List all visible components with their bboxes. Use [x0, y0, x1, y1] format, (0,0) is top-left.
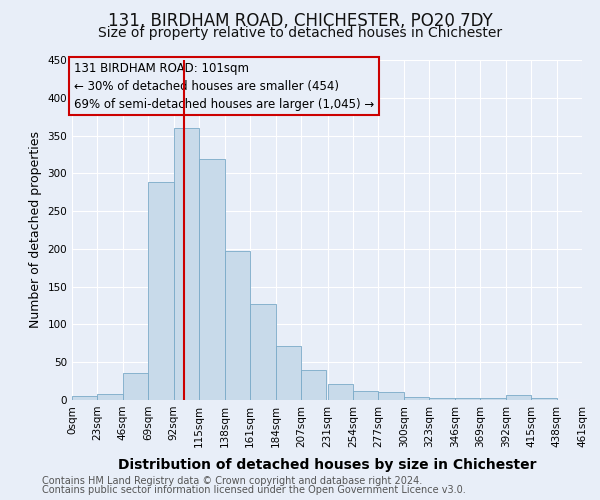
Bar — [148, 182, 174, 400]
Bar — [250, 304, 275, 400]
Bar — [404, 397, 430, 400]
Bar — [480, 398, 506, 400]
Bar — [123, 373, 148, 400]
Text: Contains public sector information licensed under the Open Government Licence v3: Contains public sector information licen… — [42, 485, 466, 495]
X-axis label: Distribution of detached houses by size in Chichester: Distribution of detached houses by size … — [118, 458, 536, 472]
Text: Contains HM Land Registry data © Crown copyright and database right 2024.: Contains HM Land Registry data © Crown c… — [42, 476, 422, 486]
Bar — [199, 159, 224, 400]
Bar — [224, 251, 250, 400]
Bar — [506, 396, 531, 400]
Bar — [455, 398, 480, 400]
Bar — [353, 391, 379, 400]
Bar — [275, 346, 301, 400]
Bar — [531, 398, 557, 400]
Bar — [379, 392, 404, 400]
Bar — [97, 394, 123, 400]
Bar — [328, 384, 353, 400]
Text: 131, BIRDHAM ROAD, CHICHESTER, PO20 7DY: 131, BIRDHAM ROAD, CHICHESTER, PO20 7DY — [107, 12, 493, 30]
Bar — [301, 370, 326, 400]
Bar — [72, 396, 97, 400]
Text: Size of property relative to detached houses in Chichester: Size of property relative to detached ho… — [98, 26, 502, 40]
Y-axis label: Number of detached properties: Number of detached properties — [29, 132, 42, 328]
Text: 131 BIRDHAM ROAD: 101sqm
← 30% of detached houses are smaller (454)
69% of semi-: 131 BIRDHAM ROAD: 101sqm ← 30% of detach… — [74, 62, 374, 110]
Bar — [174, 128, 199, 400]
Bar — [430, 398, 455, 400]
